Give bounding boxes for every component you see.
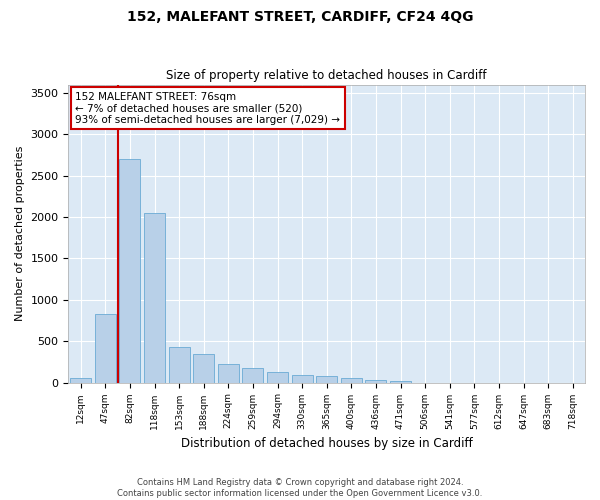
Bar: [365, 380, 386, 382]
Y-axis label: Number of detached properties: Number of detached properties: [15, 146, 25, 322]
Text: Contains HM Land Registry data © Crown copyright and database right 2024.
Contai: Contains HM Land Registry data © Crown c…: [118, 478, 482, 498]
Bar: [292, 375, 313, 382]
Bar: [144, 213, 165, 382]
Bar: [70, 378, 91, 382]
Bar: [316, 376, 337, 382]
Bar: [242, 368, 263, 382]
Bar: [267, 372, 288, 382]
Bar: [169, 347, 190, 382]
Bar: [119, 159, 140, 382]
X-axis label: Distribution of detached houses by size in Cardiff: Distribution of detached houses by size …: [181, 437, 473, 450]
Text: 152 MALEFANT STREET: 76sqm
← 7% of detached houses are smaller (520)
93% of semi: 152 MALEFANT STREET: 76sqm ← 7% of detac…: [76, 92, 340, 124]
Title: Size of property relative to detached houses in Cardiff: Size of property relative to detached ho…: [166, 69, 487, 82]
Text: 152, MALEFANT STREET, CARDIFF, CF24 4QG: 152, MALEFANT STREET, CARDIFF, CF24 4QG: [127, 10, 473, 24]
Bar: [95, 314, 116, 382]
Bar: [341, 378, 362, 382]
Bar: [390, 381, 411, 382]
Bar: [193, 354, 214, 382]
Bar: [218, 364, 239, 382]
